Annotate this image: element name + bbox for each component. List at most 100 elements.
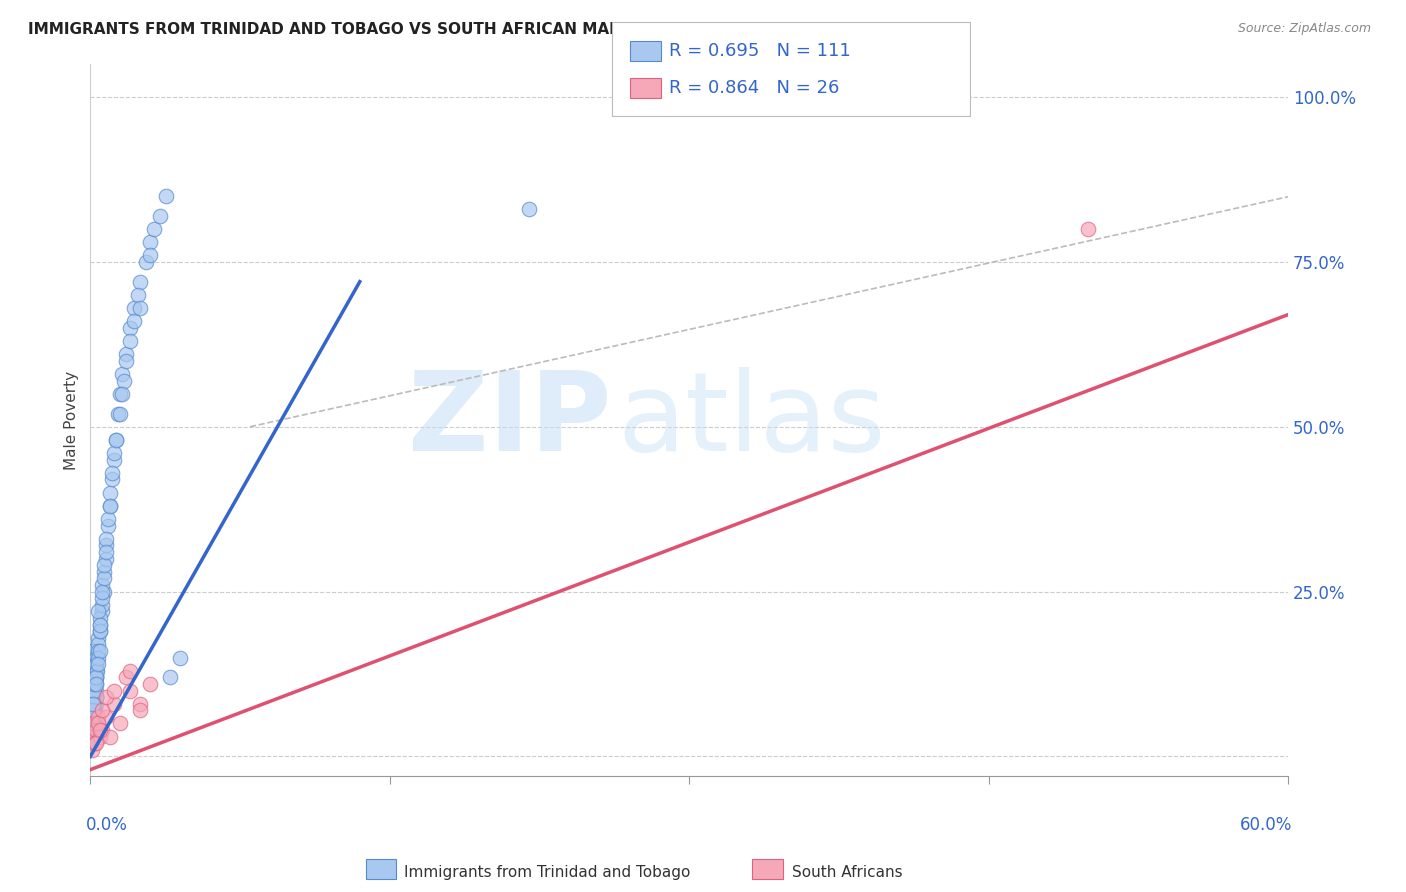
Point bbox=[149, 209, 172, 223]
Point bbox=[84, 677, 107, 691]
Point bbox=[87, 716, 110, 731]
Point bbox=[159, 670, 181, 684]
Point bbox=[89, 624, 111, 639]
Point bbox=[82, 664, 104, 678]
Point bbox=[82, 683, 104, 698]
Point bbox=[82, 644, 104, 658]
Point bbox=[96, 545, 118, 559]
Point bbox=[96, 710, 118, 724]
Point bbox=[82, 697, 104, 711]
Point bbox=[84, 657, 107, 672]
Point bbox=[98, 730, 121, 744]
Point bbox=[139, 677, 162, 691]
Point bbox=[89, 611, 111, 625]
Point bbox=[82, 664, 104, 678]
Point bbox=[80, 716, 103, 731]
Point bbox=[83, 650, 105, 665]
Point bbox=[120, 683, 142, 698]
Point bbox=[143, 222, 166, 236]
Point bbox=[84, 736, 107, 750]
Point bbox=[89, 617, 111, 632]
Text: IMMIGRANTS FROM TRINIDAD AND TOBAGO VS SOUTH AFRICAN MALE POVERTY CORRELATION CH: IMMIGRANTS FROM TRINIDAD AND TOBAGO VS S… bbox=[28, 22, 901, 37]
Point bbox=[122, 301, 145, 315]
Point bbox=[84, 677, 107, 691]
Point bbox=[82, 683, 104, 698]
Text: R = 0.864   N = 26: R = 0.864 N = 26 bbox=[669, 79, 839, 97]
Point bbox=[91, 703, 114, 717]
Point bbox=[91, 604, 114, 618]
Point bbox=[120, 321, 142, 335]
Point bbox=[115, 347, 138, 361]
Point bbox=[83, 657, 105, 672]
Point bbox=[97, 518, 120, 533]
Point bbox=[82, 730, 104, 744]
Point bbox=[83, 664, 105, 678]
Point bbox=[84, 690, 107, 705]
Point bbox=[80, 723, 103, 737]
Point bbox=[98, 499, 121, 513]
Point bbox=[82, 703, 104, 717]
Y-axis label: Male Poverty: Male Poverty bbox=[65, 370, 79, 470]
Point bbox=[112, 374, 135, 388]
Point bbox=[91, 578, 114, 592]
Point bbox=[105, 433, 128, 447]
Point bbox=[82, 690, 104, 705]
Point bbox=[83, 690, 105, 705]
Point bbox=[82, 664, 104, 678]
Point bbox=[82, 716, 104, 731]
Point bbox=[82, 736, 104, 750]
Point bbox=[84, 690, 107, 705]
Point bbox=[84, 723, 107, 737]
Point bbox=[82, 670, 104, 684]
Point bbox=[111, 386, 134, 401]
Point bbox=[1077, 222, 1099, 236]
Point bbox=[82, 736, 104, 750]
Point bbox=[82, 703, 104, 717]
Text: South Africans: South Africans bbox=[792, 865, 903, 880]
Point bbox=[139, 235, 162, 249]
Point bbox=[82, 710, 104, 724]
Point bbox=[91, 584, 114, 599]
Point bbox=[80, 736, 103, 750]
Point bbox=[82, 697, 104, 711]
Point bbox=[107, 407, 129, 421]
Point bbox=[83, 710, 105, 724]
Point bbox=[519, 202, 541, 216]
Point bbox=[84, 683, 107, 698]
Point bbox=[110, 407, 132, 421]
Point bbox=[83, 710, 105, 724]
Point bbox=[84, 670, 107, 684]
Point bbox=[89, 617, 111, 632]
Point bbox=[139, 248, 162, 262]
Point bbox=[84, 657, 107, 672]
Point bbox=[84, 670, 107, 684]
Text: Immigrants from Trinidad and Tobago: Immigrants from Trinidad and Tobago bbox=[404, 865, 690, 880]
Point bbox=[82, 730, 104, 744]
Point bbox=[98, 485, 121, 500]
Point bbox=[122, 314, 145, 328]
Point bbox=[96, 532, 118, 546]
Point bbox=[91, 591, 114, 606]
Point bbox=[84, 670, 107, 684]
Point bbox=[80, 723, 103, 737]
Point bbox=[155, 189, 177, 203]
Point bbox=[82, 710, 104, 724]
Text: ZIP: ZIP bbox=[408, 367, 612, 474]
Point bbox=[89, 723, 111, 737]
Point bbox=[120, 334, 142, 348]
Point bbox=[80, 730, 103, 744]
Point bbox=[98, 499, 121, 513]
Point bbox=[97, 512, 120, 526]
Point bbox=[87, 657, 110, 672]
Point bbox=[83, 670, 105, 684]
Point bbox=[83, 683, 105, 698]
Point bbox=[86, 664, 108, 678]
Point bbox=[101, 473, 124, 487]
Point bbox=[110, 386, 132, 401]
Point bbox=[83, 670, 105, 684]
Point bbox=[82, 683, 104, 698]
Point bbox=[87, 604, 110, 618]
Point bbox=[82, 723, 104, 737]
Point bbox=[83, 710, 105, 724]
Point bbox=[83, 683, 105, 698]
